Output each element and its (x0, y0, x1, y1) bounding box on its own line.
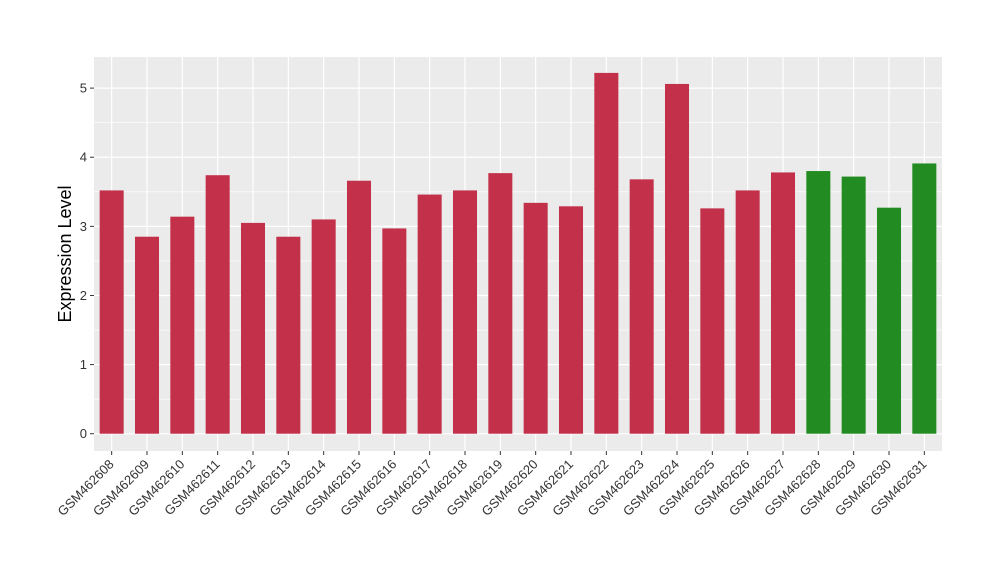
x-axis: GSM462608GSM462609GSM462610GSM462611GSM4… (55, 451, 929, 519)
bar-GSM462614 (311, 219, 336, 434)
bar-GSM462631 (912, 163, 937, 434)
bar-GSM462621 (558, 206, 584, 434)
bar-GSM462612 (240, 222, 266, 434)
y-axis: 0 1 2 3 4 5 (80, 81, 94, 441)
bar-GSM462623 (629, 179, 654, 434)
y-axis-label: Expression Level (55, 185, 75, 322)
bar-GSM462608 (99, 190, 124, 434)
bar-GSM462622 (594, 72, 619, 434)
bar-GSM462617 (417, 194, 442, 434)
bar-GSM462628 (806, 171, 831, 434)
bar-GSM462616 (382, 228, 407, 434)
bar-GSM462613 (276, 236, 301, 434)
bar-GSM462618 (452, 190, 478, 434)
y-tick-label: 4 (80, 150, 87, 165)
bar-GSM462625 (700, 208, 725, 434)
bar-GSM462619 (488, 173, 513, 434)
bar-GSM462626 (735, 190, 760, 434)
bar-GSM462611 (205, 175, 230, 434)
bar-GSM462627 (770, 172, 796, 434)
bar-GSM462615 (346, 180, 372, 434)
bar-GSM462624 (664, 83, 690, 434)
y-tick-label: 3 (80, 219, 87, 234)
bars (99, 72, 937, 434)
bar-GSM462610 (170, 216, 195, 434)
y-tick-label: 2 (80, 288, 87, 303)
y-tick-label: 5 (80, 81, 87, 96)
bar-GSM462609 (134, 236, 160, 434)
bar-GSM462630 (876, 207, 902, 434)
y-tick-label: 0 (80, 426, 87, 441)
y-tick-label: 1 (80, 357, 87, 372)
bar-GSM462629 (841, 176, 866, 434)
bar-GSM462620 (523, 202, 548, 434)
